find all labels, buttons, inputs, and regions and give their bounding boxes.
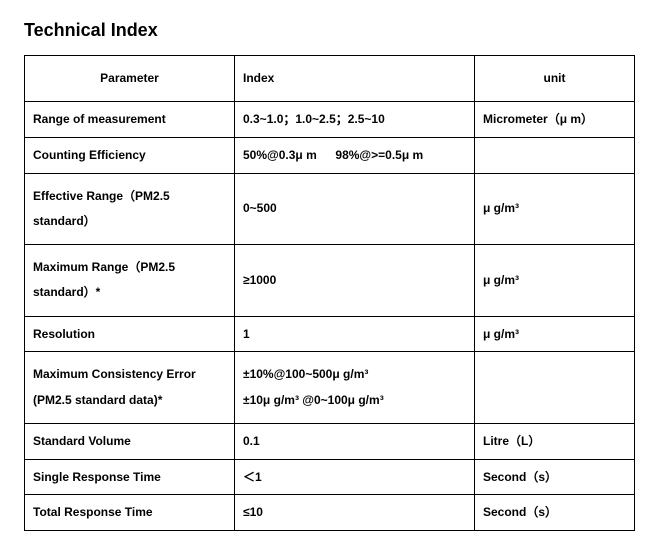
cell-index: ＜1	[235, 459, 475, 495]
cell-index: ±10%@100~500μ g/m³±10μ g/m³ @0~100μ g/m³	[235, 352, 475, 423]
cell-parameter: Maximum Range（PM2.5 standard）*	[25, 245, 235, 316]
table-row: Total Response Time ≤10 Second（s）	[25, 495, 635, 531]
cell-unit: Second（s）	[475, 459, 635, 495]
table-row: Effective Range（PM2.5 standard） 0~500 μ …	[25, 173, 635, 244]
cell-unit: Litre（L）	[475, 423, 635, 459]
cell-unit: μ g/m³	[475, 173, 635, 244]
table-row: Counting Efficiency 50%@0.3μ m 98%@>=0.5…	[25, 137, 635, 173]
table-row: Range of measurement 0.3~1.0；1.0~2.5；2.5…	[25, 102, 635, 138]
cell-unit: Second（s）	[475, 495, 635, 531]
cell-parameter: Effective Range（PM2.5 standard）	[25, 173, 235, 244]
cell-unit: μ g/m³	[475, 245, 635, 316]
cell-index: 0.3~1.0；1.0~2.5；2.5~10	[235, 102, 475, 138]
cell-index: ≤10	[235, 495, 475, 531]
cell-unit: Micrometer（μ m）	[475, 102, 635, 138]
cell-unit	[475, 352, 635, 423]
cell-parameter: Single Response Time	[25, 459, 235, 495]
table-row: Maximum Consistency Error (PM2.5 standar…	[25, 352, 635, 423]
section-title: Technical Index	[24, 20, 640, 41]
cell-index: ≥1000	[235, 245, 475, 316]
table-row: Single Response Time ＜1 Second（s）	[25, 459, 635, 495]
cell-index: 0.1	[235, 423, 475, 459]
technical-index-table: Parameter Index unit Range of measuremen…	[24, 55, 635, 531]
table-header-row: Parameter Index unit	[25, 56, 635, 102]
col-header-index: Index	[235, 56, 475, 102]
cell-parameter: Resolution	[25, 316, 235, 352]
cell-unit: μ g/m³	[475, 316, 635, 352]
cell-parameter: Total Response Time	[25, 495, 235, 531]
table-row: Resolution 1 μ g/m³	[25, 316, 635, 352]
table-row: Maximum Range（PM2.5 standard）* ≥1000 μ g…	[25, 245, 635, 316]
col-header-unit: unit	[475, 56, 635, 102]
cell-parameter: Standard Volume	[25, 423, 235, 459]
cell-index: 0~500	[235, 173, 475, 244]
col-header-parameter: Parameter	[25, 56, 235, 102]
cell-parameter: Range of measurement	[25, 102, 235, 138]
cell-parameter: Maximum Consistency Error (PM2.5 standar…	[25, 352, 235, 423]
cell-index: 50%@0.3μ m 98%@>=0.5μ m	[235, 137, 475, 173]
cell-index: 1	[235, 316, 475, 352]
table-row: Standard Volume 0.1 Litre（L）	[25, 423, 635, 459]
cell-parameter: Counting Efficiency	[25, 137, 235, 173]
cell-unit	[475, 137, 635, 173]
